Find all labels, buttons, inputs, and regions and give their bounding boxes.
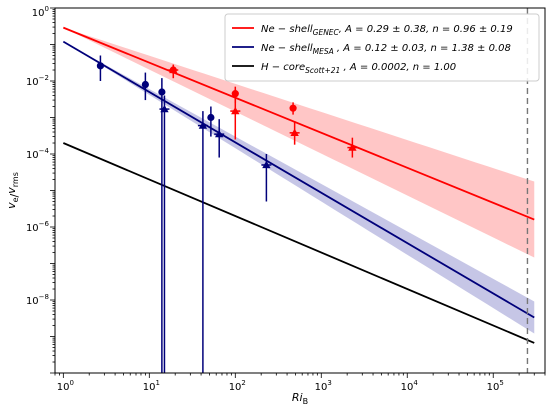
data-points bbox=[96, 55, 358, 373]
band-mesa bbox=[63, 41, 535, 334]
legend-box bbox=[224, 13, 540, 82]
fit-line-scott-21 bbox=[62, 142, 535, 344]
legend-label-genec: Ne − shellGENEC, A = 0.29 ± 0.38, n = 0.… bbox=[261, 24, 513, 37]
y-axis-label: ve/vrms bbox=[5, 172, 21, 209]
point-circle-mesa-2 bbox=[158, 88, 166, 96]
y-tick-label-−8: 10−8 bbox=[26, 293, 49, 307]
y-tick-label-0: 100 bbox=[32, 5, 49, 19]
point-circle-mesa-3 bbox=[207, 113, 215, 122]
fit-line-mesa bbox=[62, 40, 535, 319]
x-tick-label-2: 102 bbox=[229, 379, 246, 393]
x-tick-label-1: 101 bbox=[143, 379, 160, 393]
x-tick-label-3: 103 bbox=[315, 379, 332, 393]
y-tick-label-−6: 10−6 bbox=[26, 220, 50, 234]
point-circle-genec-2 bbox=[289, 104, 297, 112]
x-tick-label-0: 100 bbox=[57, 379, 74, 393]
y-tick-label-−2: 10−2 bbox=[26, 74, 49, 88]
x-tick-label-4: 104 bbox=[401, 379, 419, 393]
legend: Ne − shellGENEC, A = 0.29 ± 0.38, n = 0.… bbox=[224, 13, 540, 82]
x-axis-label: RiB bbox=[292, 391, 308, 406]
point-circle-mesa-1 bbox=[141, 80, 149, 89]
fit-line-genec bbox=[62, 26, 535, 221]
confidence-bands bbox=[63, 27, 535, 334]
band-genec bbox=[63, 27, 535, 258]
y-tick-label-−4: 10−4 bbox=[26, 147, 50, 161]
legend-label-scott-21: H − coreScott+21 , A = 0.0002, n = 1.00 bbox=[261, 62, 456, 75]
legend-label-mesa: Ne − shellMESA , A = 0.12 ± 0.03, n = 1.… bbox=[261, 43, 511, 56]
x-tick-label-5: 105 bbox=[487, 379, 504, 393]
point-circle-mesa-0 bbox=[96, 62, 105, 70]
axis-ticks: 100 101 102 103 104 105 10−8 10−6 10−4 10−2 100 bbox=[26, 5, 546, 393]
